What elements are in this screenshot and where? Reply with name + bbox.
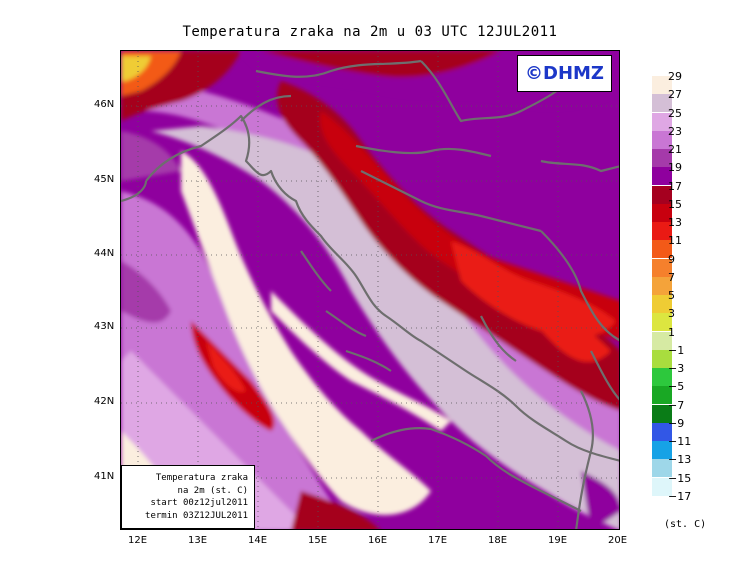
legend-swatch	[652, 422, 672, 441]
legend-swatch	[652, 441, 672, 460]
legend-label: 29	[668, 70, 682, 83]
lat-label: 44N	[94, 248, 115, 259]
lon-label: 14E	[248, 535, 268, 546]
legend-swatch	[652, 495, 672, 514]
legend-label: −13	[668, 453, 692, 467]
lon-label: 16E	[368, 535, 388, 546]
dhmz-logo: ©DHMZ	[517, 55, 612, 92]
temperature-field	[121, 51, 619, 529]
legend-swatch	[652, 130, 672, 149]
lon-label: 18E	[488, 535, 508, 546]
legend-label: −15	[668, 471, 692, 485]
map-title: Temperatura zraka na 2m u 03 UTC 12JUL20…	[182, 24, 558, 40]
legend-label: −3	[668, 362, 685, 375]
legend-swatch	[652, 404, 672, 423]
legend-label: 17	[668, 179, 682, 193]
legend-label: 9	[668, 252, 675, 266]
temperature-map	[120, 50, 620, 530]
legend-label: 27	[668, 88, 682, 102]
lat-label: 43N	[94, 321, 115, 332]
legend-label: 19	[668, 161, 682, 175]
legend-swatch	[652, 203, 672, 222]
legend-swatch	[652, 386, 672, 405]
legend-label: 13	[668, 216, 682, 229]
lon-label: 12E	[128, 535, 148, 546]
info-box: Temperatura zraka na 2m (st. C) start 00…	[121, 465, 255, 529]
legend-swatch	[652, 76, 672, 95]
legend-label: −9	[668, 416, 685, 430]
lat-label: 45N	[94, 174, 115, 185]
legend-swatch	[652, 222, 672, 241]
legend-unit: (st. C)	[664, 519, 707, 530]
legend-swatch	[652, 349, 672, 368]
info-line-start: start 00z12jul2011	[150, 498, 248, 508]
legend-swatch	[652, 94, 672, 113]
legend-swatch	[652, 167, 672, 186]
legend-label: 1	[668, 325, 675, 339]
legend-swatch	[652, 276, 672, 295]
legend-label: 23	[668, 124, 682, 138]
lat-label: 42N	[94, 396, 115, 407]
lat-label: 41N	[94, 471, 115, 482]
info-line-termin: termin 03Z12JUL2011	[145, 510, 248, 521]
legend-label: −1	[668, 343, 685, 357]
legend-swatch	[652, 258, 672, 277]
legend-swatch	[652, 368, 672, 387]
lon-label: 20E	[608, 535, 628, 546]
legend-swatch	[652, 149, 672, 168]
lon-label: 17E	[428, 535, 448, 546]
lon-label: 13E	[188, 535, 208, 546]
lat-label: 46N	[94, 99, 115, 110]
info-line-units: na 2m (st. C)	[177, 485, 248, 496]
legend-swatch	[652, 459, 672, 478]
legend-swatch	[652, 295, 672, 314]
legend-swatch	[652, 477, 672, 496]
legend-label: −11	[668, 435, 692, 448]
lon-label: 19E	[548, 535, 568, 546]
lon-label: 15E	[308, 535, 328, 546]
legend-label: 21	[668, 143, 682, 156]
legend-swatch	[652, 313, 672, 332]
legend-label: 25	[668, 106, 682, 120]
legend-swatch	[652, 331, 672, 350]
legend-swatch	[652, 112, 672, 131]
legend-label: 7	[668, 270, 675, 284]
legend-swatch	[652, 240, 672, 259]
legend-label: 15	[668, 197, 682, 211]
legend-label: −7	[668, 398, 685, 412]
legend-label: 3	[668, 307, 675, 321]
legend-label: −17	[668, 489, 692, 503]
legend-label: 11	[668, 234, 682, 248]
legend-label: 5	[668, 289, 675, 302]
legend-label: −5	[668, 380, 685, 394]
legend-swatch	[652, 185, 672, 204]
info-line-title: Temperatura zraka	[155, 473, 248, 483]
